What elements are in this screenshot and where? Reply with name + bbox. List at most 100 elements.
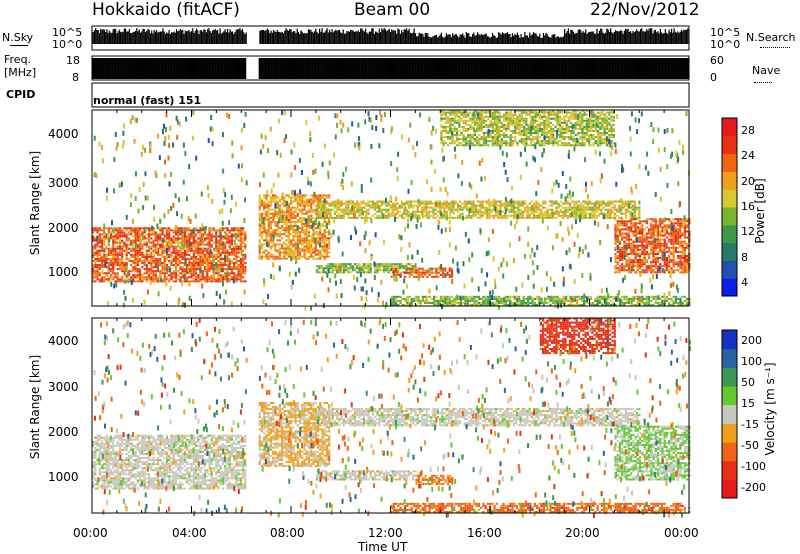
power-cell [414,265,417,268]
power-cell [96,227,99,230]
power-cell [391,212,395,215]
power-cell [403,265,406,268]
power-cell [526,216,529,219]
power-cell [424,271,427,274]
power-cell [294,208,297,211]
power-cell [329,208,332,211]
power-cell [145,251,148,254]
power-cell [333,200,336,203]
power-cell [358,208,361,211]
power-cell [557,202,560,205]
power-cell [533,206,536,209]
power-cell [98,274,101,277]
power-cell [210,259,213,262]
power-cell [329,271,332,274]
power-cell [636,216,639,219]
power-cell [224,268,227,271]
power-cell [600,200,603,203]
power-cell [433,267,436,270]
power-cell [276,257,279,260]
power-cell [121,239,124,242]
power-cell [312,247,315,250]
power-cell [428,273,431,276]
power-cell [241,255,245,258]
power-cell [274,225,277,228]
power-cell [107,243,110,246]
power-cell [380,202,383,205]
power-cell [278,214,282,217]
power-cell [217,278,220,281]
power-cell [112,264,115,267]
power-cell [369,267,372,270]
power-cell [633,202,636,205]
power-cell [347,212,350,215]
power-cell [369,206,372,209]
power-cell [210,239,213,242]
power-cell [632,230,635,233]
power-cell [224,264,227,267]
power-cell [188,229,191,232]
power-cell [98,268,101,271]
power-cell [614,254,617,257]
power-cell [267,220,270,223]
power-cell [132,278,135,281]
power-cell [465,204,469,207]
power-cell [618,220,622,223]
power-cell [156,280,160,283]
power-cell [258,227,261,230]
power-cell [631,208,634,211]
power-cell [287,231,290,234]
power-cell [568,202,572,205]
power-cell [616,234,619,237]
power-cell [147,261,151,265]
power-cell [296,198,299,201]
power-cell [524,202,527,205]
power-cell [265,255,268,258]
power-cell [263,239,266,242]
power-cell [179,241,182,244]
power-cell [239,278,242,281]
power-cell [152,278,155,281]
power-cell [316,239,320,242]
power-cell [325,231,329,234]
power-cell [328,255,331,258]
power-cell [618,246,622,249]
power-cell [163,259,166,262]
power-cell [316,233,320,236]
power-cell [134,239,137,242]
power-cell [292,245,295,248]
power-cell [203,280,207,283]
power-cell [470,208,473,211]
power-cell [490,200,493,203]
power-cell [197,253,200,256]
power-cell [290,251,293,254]
power-cell [510,210,513,213]
power-cell [181,274,184,277]
power-cell [161,231,164,234]
power-cell [267,208,270,211]
power-cell [147,255,151,258]
power-cell [385,214,388,217]
power-cell [639,222,642,225]
power-cell [221,241,225,244]
power-cell [434,200,437,203]
power-cell [331,265,334,268]
power-cell [616,271,619,274]
power-cell [641,238,644,241]
power-cell [613,214,616,217]
power-cell [237,278,240,281]
power-ytick-1000: 1000 [48,265,79,279]
power-cell [237,268,240,271]
power-cell [389,212,392,215]
power-cell [412,212,415,215]
power-cell [318,212,321,215]
power-cell [290,239,293,242]
power-cell [362,202,366,205]
power-cell [186,229,189,232]
power-cell [283,255,286,258]
power-cell [118,247,122,250]
power-cell [201,264,204,267]
power-cell [323,251,326,254]
power-cell [139,272,142,275]
power-cell [351,265,354,268]
